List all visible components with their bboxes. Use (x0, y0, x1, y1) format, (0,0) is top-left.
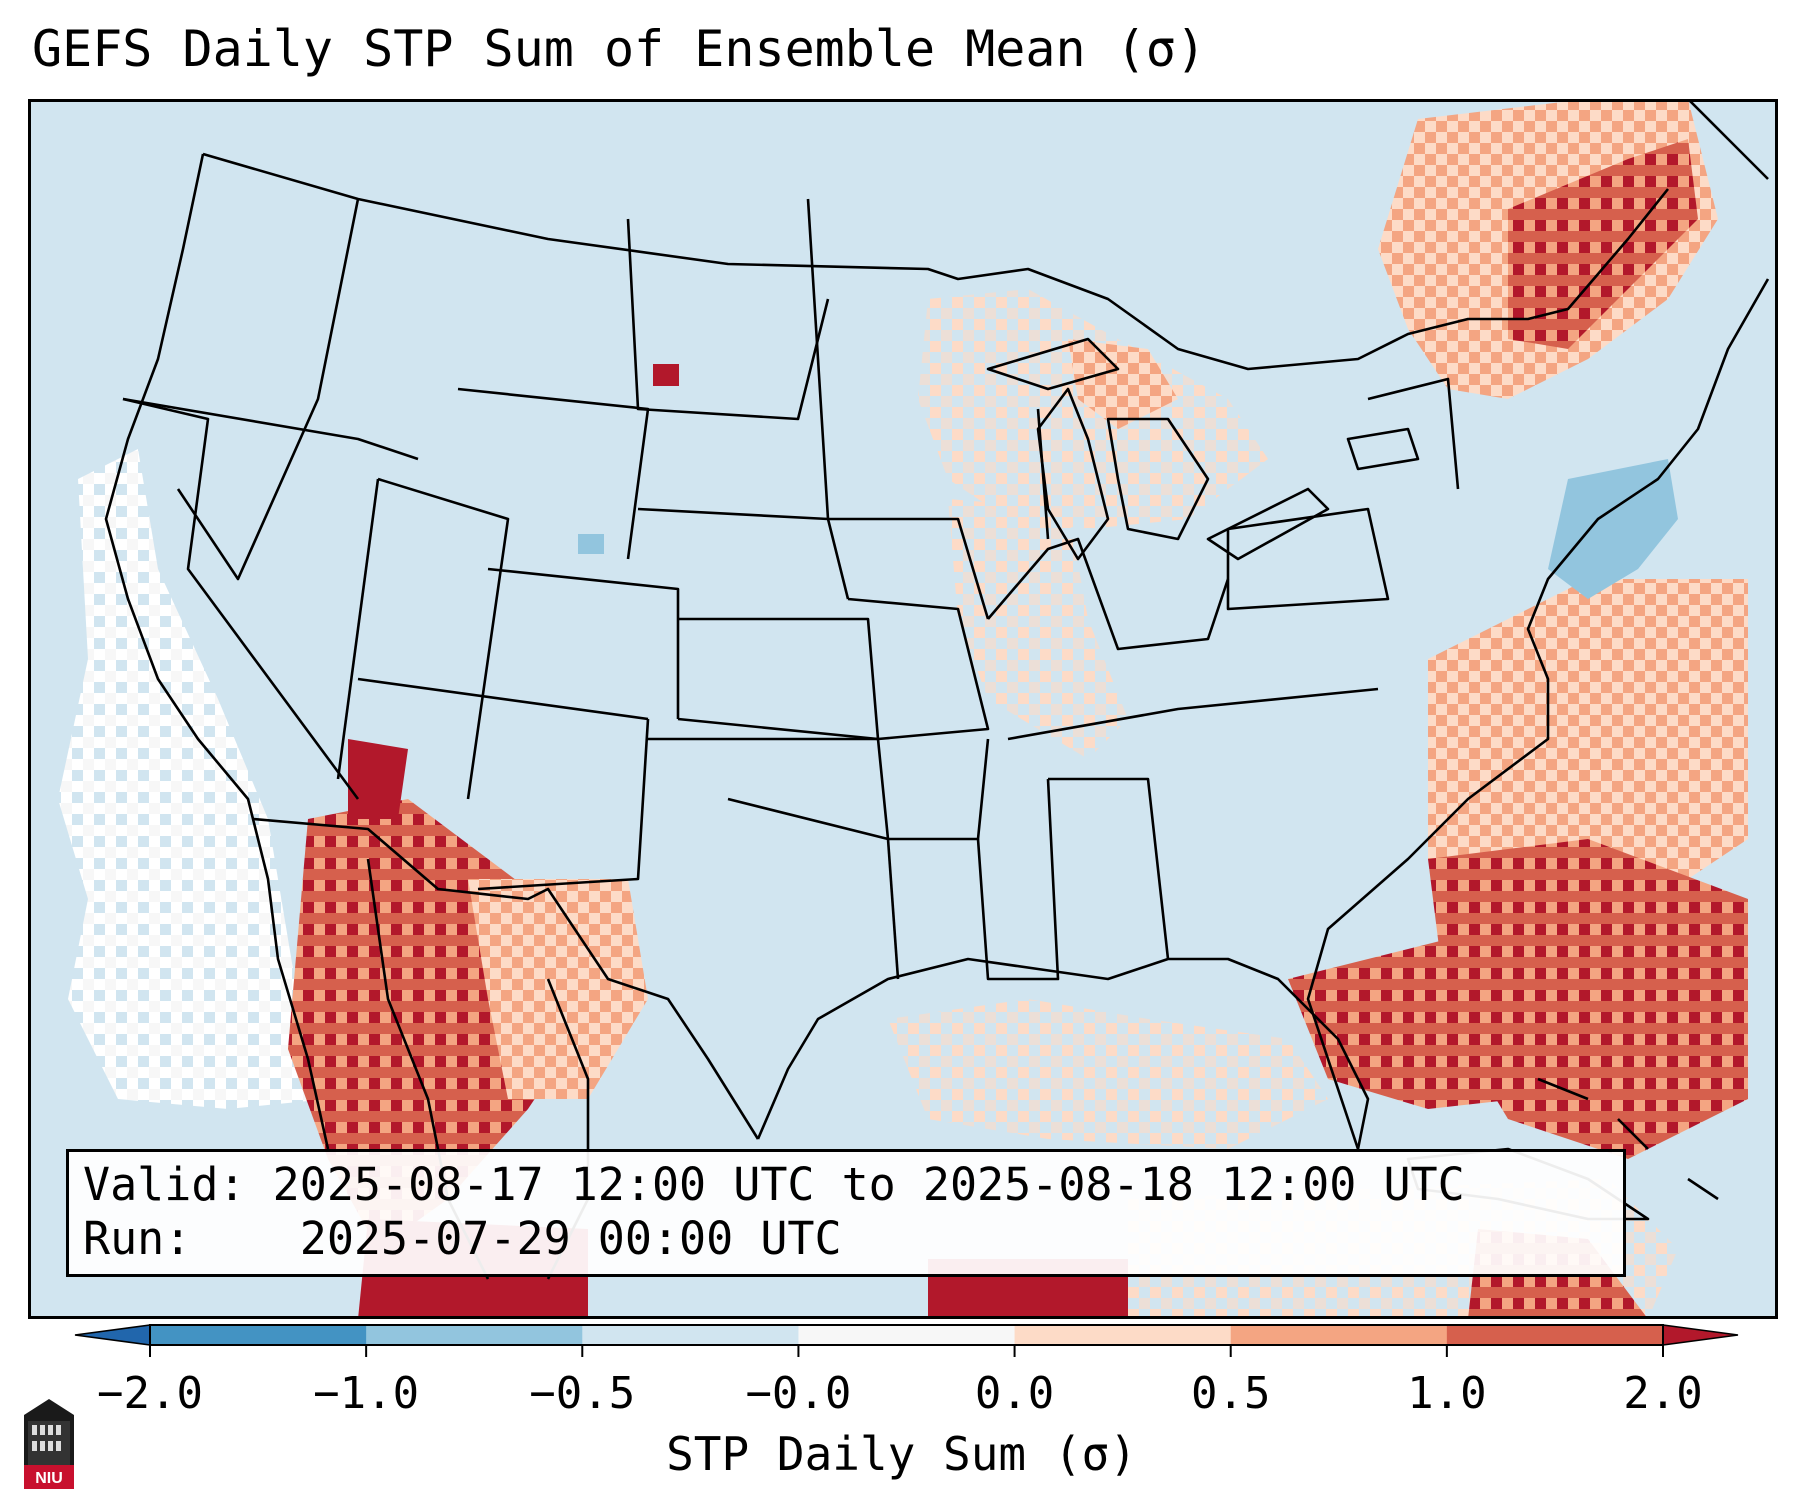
page-title: GEFS Daily STP Sum of Ensemble Mean (σ) (32, 20, 1206, 78)
co-line (487, 567, 680, 719)
east-coast (1306, 278, 1770, 1150)
al-ga-line (1048, 777, 1170, 960)
stp-map (28, 99, 1778, 1319)
colorbar-tick-label: 1.0 (1407, 1368, 1487, 1419)
sierra-madre-region (468, 879, 648, 1099)
colorbar-bin (1446, 1325, 1664, 1345)
nv-line (122, 397, 360, 800)
colorbar-tick-label: −1.0 (313, 1368, 420, 1419)
colorbar-tick-label: −2.0 (97, 1368, 203, 1419)
florida-high-region (1288, 939, 1528, 1109)
gulf-coast (756, 957, 1370, 1150)
ny-ne-line (1367, 377, 1460, 490)
or-wa-line (122, 397, 419, 461)
wisconsin-region (1068, 339, 1178, 429)
validity-info-box: Valid: 2025-08-17 12:00 UTC to 2025-08-1… (66, 1149, 1626, 1277)
mo-line (847, 597, 990, 741)
west-coast (104, 153, 330, 1150)
niu-logo-band (24, 1465, 74, 1489)
arizona-high-cells (348, 739, 408, 819)
lower-michigan (1106, 417, 1210, 541)
wyoming-high-cell (653, 364, 679, 386)
colorbar-bin (150, 1325, 367, 1345)
pacific-neutral-region (58, 449, 328, 1109)
nm-line (477, 718, 650, 891)
map-panel[interactable] (28, 99, 1778, 1319)
niu-logo: NIU (24, 1399, 74, 1489)
map-frame-border (28, 99, 1778, 1319)
colorbar-bin (1230, 1325, 1448, 1345)
us-mexico-border (252, 817, 760, 1140)
ks-line (677, 617, 880, 741)
niu-logo-text: NIU (35, 1470, 63, 1487)
gulf-region (888, 999, 1328, 1149)
ms-al-line (976, 778, 1060, 981)
colorbar-tick-label: 2.0 (1623, 1368, 1703, 1419)
dakotas-line (626, 218, 830, 421)
la-line (886, 838, 900, 980)
colorbar-extend-under (74, 1324, 151, 1346)
colorbar-tick-label: 0.5 (1190, 1368, 1271, 1419)
gaspe-coast (1687, 99, 1769, 180)
colorbar-bin (798, 1325, 1016, 1345)
ut-east (377, 477, 510, 800)
valid-time-range: 2025-08-17 12:00 UTC to 2025-08-18 12:00… (272, 1158, 1465, 1211)
us-canada-border (202, 152, 1670, 371)
run-label: Run: (83, 1212, 192, 1265)
ut-west (336, 478, 380, 780)
valid-label: Valid: (83, 1158, 246, 1211)
tn-nc-line (1007, 687, 1379, 741)
boundaries (104, 99, 1770, 1280)
colorbar (74, 1324, 1739, 1357)
colorbar-bin (366, 1325, 583, 1345)
mn-ia-line (806, 198, 990, 620)
ok-line (648, 737, 890, 841)
quebec-high-region (1508, 139, 1698, 349)
lake-superior (986, 337, 1120, 391)
bahamas (1537, 1077, 1719, 1201)
oh-valley-line (987, 537, 1230, 651)
colorbar-segments (74, 1324, 1739, 1346)
colorbar-extend-over (1662, 1324, 1739, 1346)
colorado-low-cell (578, 534, 604, 554)
colorbar-tick-label: 0.0 (974, 1368, 1055, 1419)
mississippi-valley-region (948, 499, 1128, 759)
mid-atlantic-low-region (1548, 459, 1678, 599)
run-time: 2025-07-29 00:00 UTC (299, 1212, 842, 1265)
lake-erie (1206, 487, 1330, 561)
colorbar-bin (1014, 1325, 1232, 1345)
colorbar-label: STP Daily Sum (σ) (666, 1427, 1137, 1481)
colorbar-ticks (149, 1345, 1664, 1357)
pa-line (1226, 507, 1390, 611)
az-nm-north (357, 677, 649, 721)
colorbar-tick-label: −0.0 (745, 1368, 852, 1419)
lake-michigan (1036, 387, 1110, 561)
colorbar-bin (582, 1325, 799, 1345)
colorbar-frame (149, 1324, 1664, 1346)
colorbar-tick-label: −0.5 (529, 1368, 636, 1419)
id-line (176, 198, 360, 581)
lake-ontario (1346, 427, 1420, 471)
